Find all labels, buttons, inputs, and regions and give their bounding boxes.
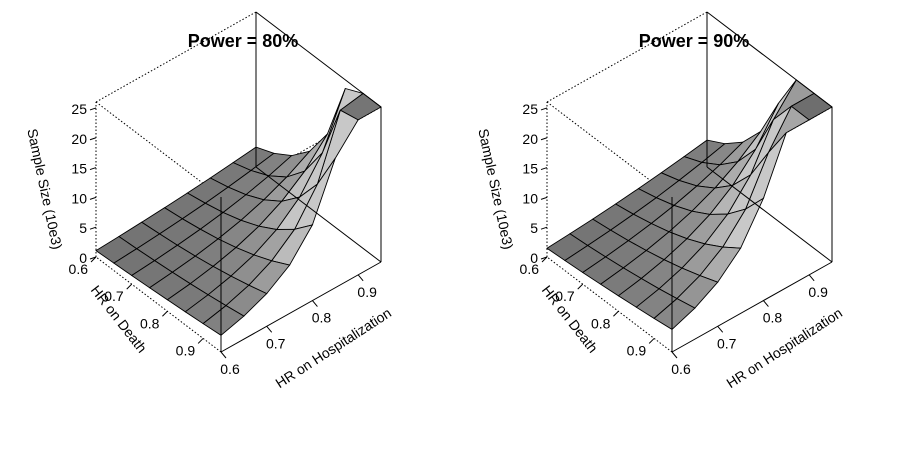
- z-tick-label: 0: [79, 250, 87, 266]
- y-tick-label: 0.8: [140, 315, 160, 331]
- z-tick: [540, 226, 548, 230]
- z-tick-label: 15: [71, 161, 87, 177]
- y-tick-label: 0.7: [555, 288, 575, 304]
- chart-title: Power = 80%: [188, 31, 299, 51]
- surface-plot-power-80: Power = 80% 0 5 10 15 20 25 0.6 0.7 0.8 0.9 0.6 0.7…: [0, 0, 451, 464]
- back-box: [95, 11, 382, 353]
- y-tick: [162, 310, 168, 317]
- y-tick-label: 0.9: [627, 342, 647, 358]
- x-tick: [220, 351, 227, 359]
- x-axis-label: HR on Hospitalization: [723, 304, 845, 391]
- z-tick: [540, 167, 548, 171]
- x-tick-label: 0.6: [671, 361, 691, 377]
- y-tick: [197, 338, 204, 344]
- x-tick: [717, 325, 724, 333]
- y-tick: [577, 283, 584, 290]
- z-tick: [540, 107, 548, 111]
- surface: [95, 87, 382, 336]
- z-axis-label: Sample Size (10e3): [24, 127, 65, 251]
- y-tick: [541, 256, 548, 263]
- z-tick-label: 25: [71, 101, 87, 117]
- z-tick: [89, 107, 97, 111]
- ticks: 0 5 10 15 20 25 0.6 0.7 0.8 0.9 0.6 0.7 0.8 0.9: [520, 101, 829, 377]
- y-tick-label: 0.6: [520, 261, 540, 277]
- box-edge-hidden: [546, 11, 708, 103]
- x-tick-label: 0.8: [763, 310, 783, 326]
- z-tick-label: 15: [522, 161, 538, 177]
- x-tick: [357, 274, 364, 282]
- surface-plot-power-90: Power = 90% 0 5 10 15 20 25 0.6 0.7 0.8 0.9 0.6 0.7…: [451, 0, 902, 464]
- box-edge: [671, 261, 833, 353]
- x-tick-label: 0.8: [312, 310, 332, 326]
- y-tick-label: 0.7: [104, 288, 124, 304]
- x-tick: [763, 300, 769, 307]
- box-edge-hidden: [95, 101, 222, 198]
- z-tick-label: 0: [530, 250, 538, 266]
- box-edge: [706, 166, 833, 263]
- z-tick-label: 5: [530, 220, 538, 236]
- front-box: [671, 11, 833, 353]
- z-tick: [89, 196, 97, 200]
- z-tick-label: 10: [522, 190, 538, 206]
- z-tick-label: 25: [522, 101, 538, 117]
- box-edge: [255, 11, 382, 108]
- z-tick-label: 10: [71, 190, 87, 206]
- x-tick-label: 0.7: [717, 335, 737, 351]
- x-tick-label: 0.7: [266, 335, 286, 351]
- z-tick-label: 20: [71, 131, 87, 147]
- y-tick: [613, 310, 619, 317]
- box-edge: [706, 11, 833, 108]
- z-tick: [89, 226, 97, 230]
- x-axis-label: HR on Hospitalization: [272, 304, 394, 391]
- x-tick: [671, 351, 678, 359]
- z-axis-label: Sample Size (10e3): [475, 127, 516, 251]
- box-edge-hidden: [220, 106, 382, 198]
- y-tick: [126, 283, 133, 290]
- y-tick: [90, 256, 97, 263]
- x-tick: [266, 325, 273, 333]
- chart-title: Power = 90%: [639, 31, 750, 51]
- z-tick: [540, 137, 548, 141]
- x-tick: [808, 274, 815, 282]
- front-box: [220, 11, 382, 353]
- surface-facet: [202, 305, 245, 336]
- z-tick: [89, 167, 97, 171]
- x-tick: [312, 300, 318, 307]
- x-tick-label: 0.6: [220, 361, 240, 377]
- x-tick-label: 0.9: [357, 284, 377, 300]
- ticks: 0 5 10 15 20 25 0.6 0.7 0.8 0.9 0.6 0.7 0.8 0.9: [69, 101, 378, 377]
- surface-facet: [653, 298, 696, 330]
- box-edge: [255, 166, 382, 263]
- y-tick-label: 0.6: [69, 261, 89, 277]
- y-tick: [648, 338, 655, 344]
- box-edge: [220, 261, 382, 353]
- surface-plot-svg: Power = 80% 0 5 10 15 20 25 0.6 0.7 0.8 0.9 0.6 0.7…: [24, 11, 394, 391]
- box-edge-hidden: [546, 256, 673, 353]
- box-edge-hidden: [95, 256, 222, 353]
- z-tick-label: 20: [522, 131, 538, 147]
- z-tick: [89, 137, 97, 141]
- y-tick-label: 0.8: [591, 315, 611, 331]
- surface-plot-svg: Power = 90% 0 5 10 15 20 25 0.6 0.7 0.8 0.9 0.6 0.7…: [475, 11, 845, 391]
- z-tick-label: 5: [79, 220, 87, 236]
- x-tick-label: 0.9: [808, 284, 828, 300]
- z-tick: [540, 196, 548, 200]
- y-tick-label: 0.9: [176, 342, 196, 358]
- surface: [546, 79, 833, 330]
- box-edge-hidden: [95, 11, 257, 103]
